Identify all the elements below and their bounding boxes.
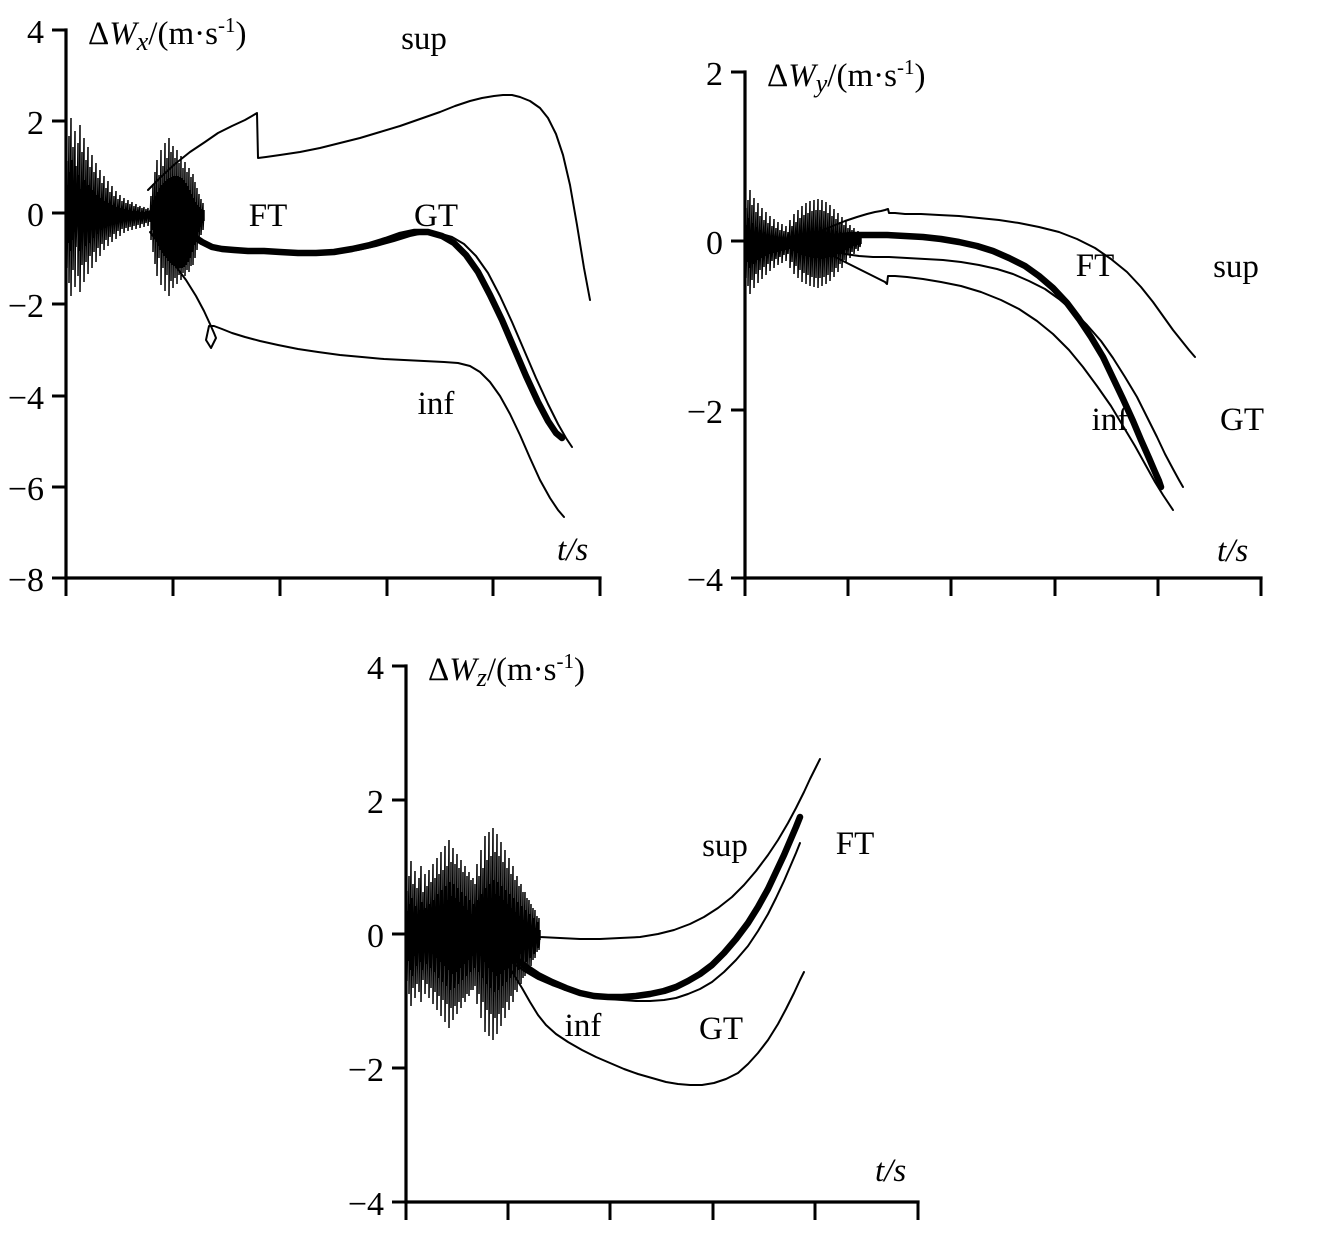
noise-trace-wx	[65, 117, 205, 297]
y-tick-label: 0	[706, 225, 723, 262]
plot-area-wx: 4 2 0 −2 −4 −6 −8 ΔWx/(m·s-1) t/s	[8, 13, 602, 599]
x-axis-title: t/s	[875, 1153, 906, 1189]
y-tick-label: −6	[8, 471, 44, 508]
plot-area-wy: 2 0 −2 −4 ΔWy/(m·s-1) t/s FT sup	[687, 55, 1264, 599]
y-tick-label: 0	[27, 197, 44, 234]
annotation-ft: FT	[249, 198, 288, 234]
noise-trace-wz	[405, 827, 541, 1041]
annotation-inf: inf	[418, 386, 455, 422]
chart-svg-wz: 4 2 0 −2 −4 ΔWz/(m·s-1) t/s sup	[348, 649, 920, 1223]
y-axis-title: ΔWy/(m·s-1)	[767, 55, 925, 98]
x-tick-group	[743, 578, 1263, 596]
y-tick-group	[731, 70, 745, 580]
series-curve-gt	[820, 247, 1184, 488]
y-tick-label: −4	[687, 562, 723, 599]
annotation-gt: GT	[1220, 402, 1264, 438]
annotation-sup: sup	[702, 828, 748, 864]
annotation-inf: inf	[1092, 402, 1129, 438]
plot-area-wz: 4 2 0 −2 −4 ΔWz/(m·s-1) t/s sup	[348, 649, 920, 1223]
annotation-gt: GT	[699, 1011, 743, 1047]
chart-panel-wy: 2 0 −2 −4 ΔWy/(m·s-1) t/s FT sup	[683, 40, 1323, 620]
series-curve-sup	[147, 94, 591, 301]
y-tick-label: 2	[706, 56, 723, 93]
y-axis-title: ΔWx/(m·s-1)	[88, 13, 246, 56]
chart-svg-wy: 2 0 −2 −4 ΔWy/(m·s-1) t/s FT sup	[687, 55, 1264, 599]
series-curve-sup	[820, 208, 1196, 358]
y-tick-label: 4	[367, 650, 384, 687]
series-curve-ft	[478, 813, 804, 1001]
y-tick-group	[392, 664, 406, 1204]
y-tick-label: 2	[27, 105, 44, 142]
y-tick-label: −2	[8, 288, 44, 325]
annotation-gt: GT	[414, 198, 458, 234]
series-curve-ft	[144, 210, 566, 442]
y-tick-label: 2	[367, 784, 384, 821]
series-curve-sup	[481, 758, 821, 940]
annotation-sup: sup	[401, 21, 447, 57]
series-curve-ft	[817, 231, 1165, 491]
series-curve-inf	[149, 231, 565, 518]
y-tick-label: 4	[27, 14, 44, 51]
chart-panel-wx: 4 2 0 −2 −4 −6 −8 ΔWx/(m·s-1) t/s	[0, 0, 640, 620]
x-tick-group	[404, 1202, 920, 1220]
series-curve-inf	[820, 250, 1174, 511]
annotation-sup: sup	[1213, 249, 1259, 285]
y-tick-label: −4	[348, 1186, 384, 1223]
annotation-ft: FT	[1076, 248, 1115, 284]
y-tick-label: −4	[8, 380, 44, 417]
y-axis-title: ΔWz/(m·s-1)	[428, 649, 585, 692]
chart-svg-wx: 4 2 0 −2 −4 −6 −8 ΔWx/(m·s-1) t/s	[8, 13, 602, 599]
annotation-inf: inf	[565, 1008, 602, 1044]
annotation-ft: FT	[836, 826, 875, 862]
chart-panel-wz: 4 2 0 −2 −4 ΔWz/(m·s-1) t/s sup	[340, 636, 1000, 1236]
series-curve-inf	[481, 938, 805, 1086]
y-tick-label: −8	[8, 562, 44, 599]
series-curve-gt	[481, 842, 801, 1002]
x-axis-title: t/s	[1217, 533, 1248, 569]
x-tick-group	[64, 578, 602, 596]
noise-trace-wy	[744, 189, 862, 295]
y-tick-group	[52, 28, 66, 580]
y-tick-label: −2	[348, 1052, 384, 1089]
x-axis-title: t/s	[557, 532, 588, 568]
y-tick-label: 0	[367, 918, 384, 955]
y-tick-label: −2	[687, 394, 723, 431]
